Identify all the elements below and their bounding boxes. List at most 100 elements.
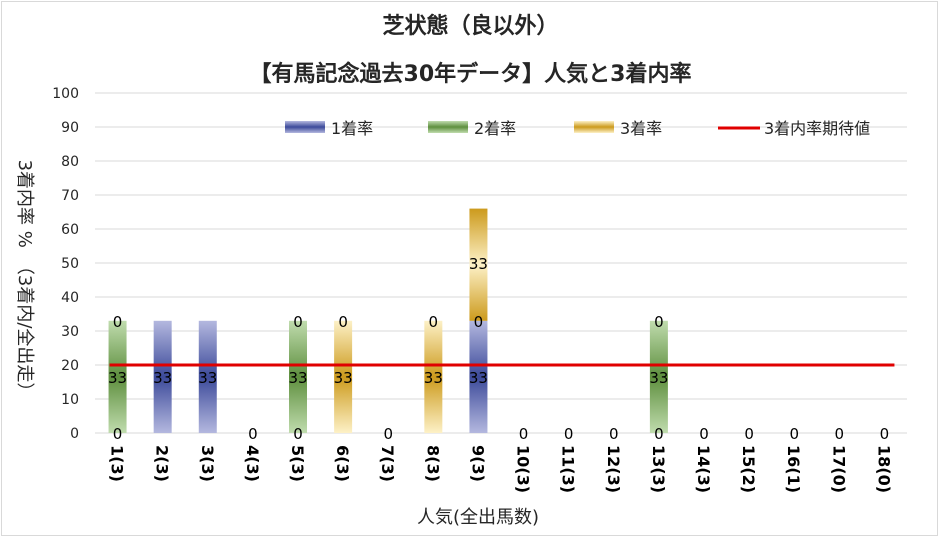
x-tick-label-group: 8(3) — [423, 445, 442, 482]
data-label: 33 — [469, 255, 488, 273]
bar-1-3(3) — [198, 320, 217, 433]
legend-label: 3着率 — [620, 119, 662, 138]
x-tick-label: 13(3) — [649, 445, 668, 493]
bar-3-6(3) — [334, 320, 353, 433]
y-tick-label: 10 — [61, 392, 79, 408]
x-tick-label: 4(3) — [243, 445, 262, 482]
legend-label: 2着率 — [474, 119, 516, 138]
gridlines — [95, 92, 907, 434]
legend: 1着率 2着率 3着率 3着内率期待値 — [285, 119, 870, 138]
data-label: 33 — [108, 369, 127, 387]
data-label: 0 — [113, 313, 123, 331]
chart-title: 芝状態（良以外） — [382, 14, 559, 39]
data-label: 0 — [835, 425, 845, 443]
data-label: 0 — [654, 313, 664, 331]
x-tick-label-group: 9(3) — [468, 445, 487, 482]
x-tick-label-group: 17(0) — [829, 445, 848, 493]
data-label: 0 — [609, 425, 619, 443]
data-label: 0 — [654, 425, 664, 443]
data-label: 0 — [519, 425, 529, 443]
x-axis-label: 人気(全出馬数) — [416, 507, 540, 528]
x-tick-label-group: 18(0) — [874, 445, 893, 493]
x-tick-label-group: 1(3) — [108, 445, 127, 482]
data-label: 33 — [469, 369, 488, 387]
data-label: 0 — [383, 425, 393, 443]
x-tick-label-group: 16(1) — [784, 445, 803, 493]
x-tick-label: 12(3) — [604, 445, 623, 493]
data-label: 33 — [334, 369, 353, 387]
x-tick-label: 16(1) — [784, 445, 803, 493]
y-tick-label: 100 — [52, 86, 79, 102]
bar-2-13(3) — [649, 320, 668, 433]
bar-2-5(3) — [289, 320, 307, 433]
data-label: 0 — [564, 425, 574, 443]
x-tick-label-group: 11(3) — [559, 445, 578, 493]
x-tick-label: 18(0) — [874, 445, 893, 493]
x-tick-label: 1(3) — [108, 445, 127, 482]
data-label: 0 — [293, 313, 303, 331]
bar-2-1(3) — [108, 320, 127, 433]
x-tick-label: 15(2) — [739, 445, 758, 493]
y-tick-label: 70 — [61, 188, 79, 204]
bars — [108, 208, 668, 433]
x-tick-label-group: 7(3) — [378, 445, 397, 482]
x-tick-label: 14(3) — [694, 445, 713, 493]
x-tick-label: 7(3) — [378, 445, 397, 482]
x-tick-label-group: 4(3) — [243, 445, 262, 482]
x-tick-label-group: 14(3) — [694, 445, 713, 493]
x-tick-label: 8(3) — [423, 445, 442, 482]
x-tick-label-group: 10(3) — [514, 445, 533, 493]
x-tick-label: 9(3) — [468, 445, 487, 482]
data-label: 0 — [429, 313, 439, 331]
data-label: 0 — [248, 425, 258, 443]
x-tick-label: 6(3) — [333, 445, 352, 482]
x-tick-label: 5(3) — [288, 445, 307, 482]
data-label: 0 — [113, 425, 123, 443]
bar-3-8(3) — [424, 320, 443, 433]
bar-3-9(3) — [469, 208, 488, 321]
data-label: 33 — [288, 369, 307, 387]
x-tick-label: 10(3) — [514, 445, 533, 493]
x-tick-label-group: 5(3) — [288, 445, 307, 482]
y-tick-label: 40 — [61, 290, 79, 306]
x-tick-label: 11(3) — [559, 445, 578, 493]
bar-1-9(3) — [469, 320, 488, 433]
x-tick-labels: 1(3) 2(3) 3(3) 4(3) 5(3) 6(3) 7(3) 8(3) 9(3) 10(3… — [108, 445, 894, 493]
data-label: 0 — [789, 425, 799, 443]
x-tick-label-group: 6(3) — [333, 445, 352, 482]
data-label: 0 — [699, 425, 709, 443]
data-label: 33 — [198, 369, 217, 387]
chart-subtitle: 【有馬記念過去30年データ】人気と3着内率 — [249, 62, 692, 87]
data-label: 33 — [153, 369, 172, 387]
data-labels: 0 33 0 33 33 0 0 33 0 33 0 0 33 0 0 33 33 0 0 0 0 33 0 0 0 0 0 0 — [108, 255, 889, 443]
x-tick-label-group: 15(2) — [739, 445, 758, 493]
x-tick-label: 17(0) — [829, 445, 848, 493]
legend-label: 1着率 — [331, 119, 373, 138]
x-tick-label-group: 12(3) — [604, 445, 623, 493]
legend-swatch-3 — [574, 121, 614, 133]
y-tick-label: 30 — [61, 324, 79, 340]
legend-swatch-1 — [285, 121, 325, 133]
legend-label: 3着内率期待値 — [764, 119, 870, 138]
x-tick-label-group: 2(3) — [153, 445, 172, 482]
legend-swatch-2 — [428, 121, 468, 133]
bar-1-2(3) — [153, 320, 172, 433]
y-tick-label: 80 — [61, 154, 79, 170]
y-tick-label: 0 — [70, 426, 79, 442]
y-tick-label: 90 — [61, 120, 79, 136]
data-label: 0 — [338, 313, 348, 331]
data-label: 33 — [649, 369, 668, 387]
y-tick-label: 20 — [61, 358, 79, 374]
data-label: 33 — [424, 369, 443, 387]
y-tick-label: 60 — [61, 222, 79, 238]
y-tick-label: 50 — [61, 256, 79, 272]
data-label: 0 — [474, 313, 484, 331]
x-tick-label-group: 13(3) — [649, 445, 668, 493]
x-tick-label-group: 3(3) — [198, 445, 217, 482]
y-tick-labels: 0 10 20 30 40 50 60 70 80 90 100 — [52, 86, 79, 442]
data-label: 0 — [293, 425, 303, 443]
x-tick-label: 2(3) — [153, 445, 172, 482]
data-label: 0 — [880, 425, 890, 443]
data-label: 0 — [744, 425, 754, 443]
